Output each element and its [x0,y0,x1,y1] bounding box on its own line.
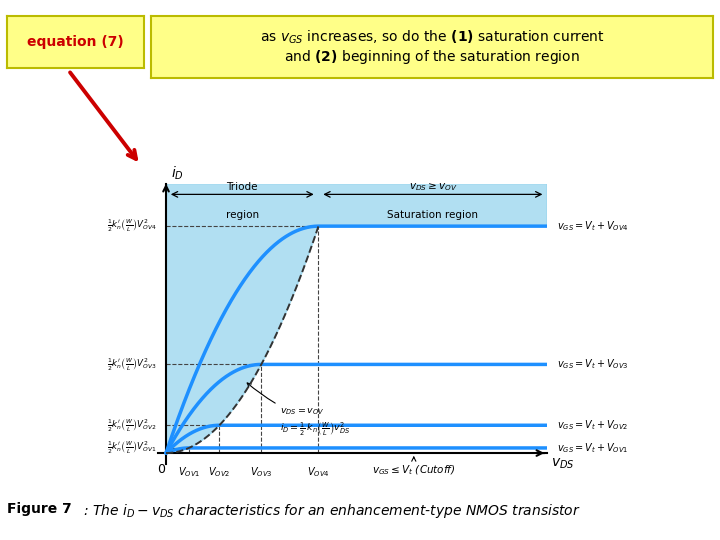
Text: $\frac{1}{2}k_n^{\prime}\left(\frac{W}{L}\right)V_{OV3}^2$: $\frac{1}{2}k_n^{\prime}\left(\frac{W}{L… [107,356,156,373]
Text: $v_{DS} = v_{OV}$
$i_D = \frac{1}{2}\,k_n\left(\frac{W}{L}\right)v_{DS}^2$: $v_{DS} = v_{OV}$ $i_D = \frac{1}{2}\,k_… [247,383,351,437]
Text: $V_{OV1}$: $V_{OV1}$ [178,465,200,479]
Text: Saturation region: Saturation region [387,210,478,220]
Text: as $v_{GS}$ increases, so do the $\mathbf{(1)}$ saturation current
and $\mathbf{: as $v_{GS}$ increases, so do the $\mathb… [259,28,605,66]
Text: $v_{GS} = V_t + V_{OV3}$: $v_{GS} = V_t + V_{OV3}$ [557,357,629,372]
Text: : The $i_D - v_{DS}$ characteristics for an enhancement-type NMOS transistor: : The $i_D - v_{DS}$ characteristics for… [83,502,581,520]
Text: $V_{OV3}$: $V_{OV3}$ [250,465,273,479]
Text: 0: 0 [158,463,166,476]
Text: $v_{DS} \geq v_{OV}$: $v_{DS} \geq v_{OV}$ [408,181,457,193]
Text: $V_{OV2}$: $V_{OV2}$ [208,465,230,479]
Text: $v_{GS} = V_t + V_{OV1}$: $v_{GS} = V_t + V_{OV1}$ [557,441,629,455]
Text: $\frac{1}{2}k_n^{\prime}\left(\frac{W}{L}\right)V_{OV1}^2$: $\frac{1}{2}k_n^{\prime}\left(\frac{W}{L… [107,440,156,456]
Text: $\frac{1}{2}k_n^{\prime}\left(\frac{W}{L}\right)V_{OV4}^2$: $\frac{1}{2}k_n^{\prime}\left(\frac{W}{L… [107,218,156,234]
Text: region: region [225,210,258,220]
Text: $\frac{1}{2}k_n^{\prime}\left(\frac{W}{L}\right)V_{OV2}^2$: $\frac{1}{2}k_n^{\prime}\left(\frac{W}{L… [107,417,156,434]
Text: $V_{OV4}$: $V_{OV4}$ [307,465,330,479]
Text: $v_{GS} \leq V_t$ (Cutoff): $v_{GS} \leq V_t$ (Cutoff) [372,457,456,477]
Text: $v_{GS} = V_t + V_{OV4}$: $v_{GS} = V_t + V_{OV4}$ [557,219,629,233]
Text: Triode: Triode [227,181,258,192]
Polygon shape [166,184,547,453]
Text: $i_D$: $i_D$ [171,165,184,182]
Text: $v_{GS} = V_t + V_{OV2}$: $v_{GS} = V_t + V_{OV2}$ [557,418,629,432]
Text: equation (7): equation (7) [27,35,124,49]
Text: $v_{DS}$: $v_{DS}$ [551,457,575,471]
Text: Figure 7: Figure 7 [7,502,72,516]
